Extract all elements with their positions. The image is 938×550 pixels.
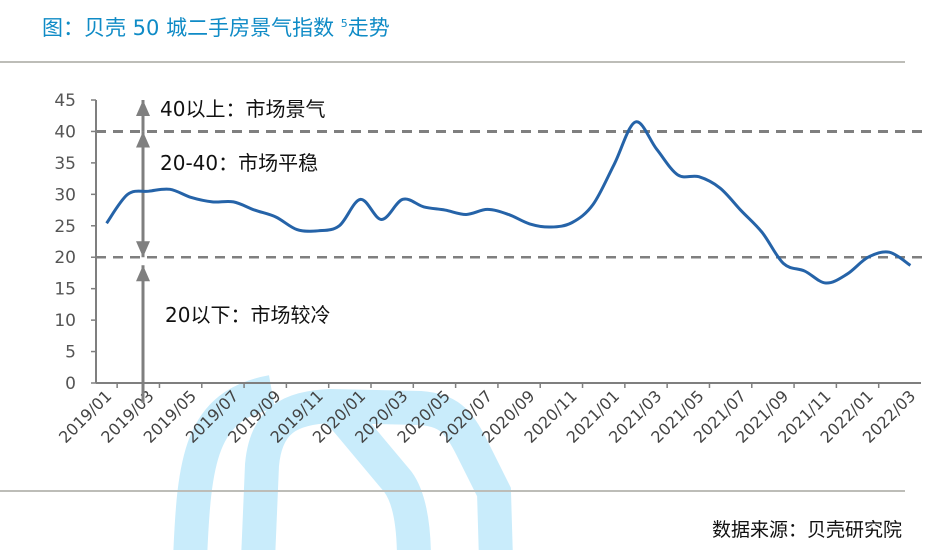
series-line xyxy=(105,120,912,285)
arrow-20-40-head xyxy=(136,241,150,258)
y-tick-label: 35 xyxy=(54,154,76,174)
arrow-20-40-head xyxy=(136,131,150,148)
watermark-arc-left xyxy=(173,375,276,550)
source-note: 数据来源：贝壳研究院 xyxy=(711,519,902,541)
chart-title: 图：贝壳 50 城二手房景气指数 5走势 xyxy=(42,12,390,42)
arrow-below-20-head xyxy=(136,265,150,282)
y-tick-label: 10 xyxy=(54,311,76,331)
y-tick-label: 25 xyxy=(54,217,76,237)
y-tick-label: 5 xyxy=(65,343,76,363)
title-footnote: 5 xyxy=(340,17,348,30)
y-tick-label: 20 xyxy=(54,248,76,268)
y-tick-label: 40 xyxy=(54,122,76,142)
title-text: 图：贝壳 50 城二手房景气指数 xyxy=(42,16,341,40)
annotation-label: 20-40：市场平稳 xyxy=(160,151,318,175)
annotation-label: 20以下：市场较冷 xyxy=(165,303,330,327)
y-tick-label: 30 xyxy=(54,185,76,205)
arrow-above-40-head xyxy=(136,100,150,116)
y-tick-label: 45 xyxy=(54,91,76,111)
y-tick-label: 0 xyxy=(65,374,76,394)
annotation-label: 40以上：市场景气 xyxy=(160,97,325,121)
watermark-arc-inner xyxy=(322,397,431,550)
y-tick-label: 15 xyxy=(54,280,76,300)
watermark-arc-main xyxy=(241,388,513,550)
beike-logo-watermark xyxy=(173,375,513,550)
title-text-end: 走势 xyxy=(347,16,390,40)
